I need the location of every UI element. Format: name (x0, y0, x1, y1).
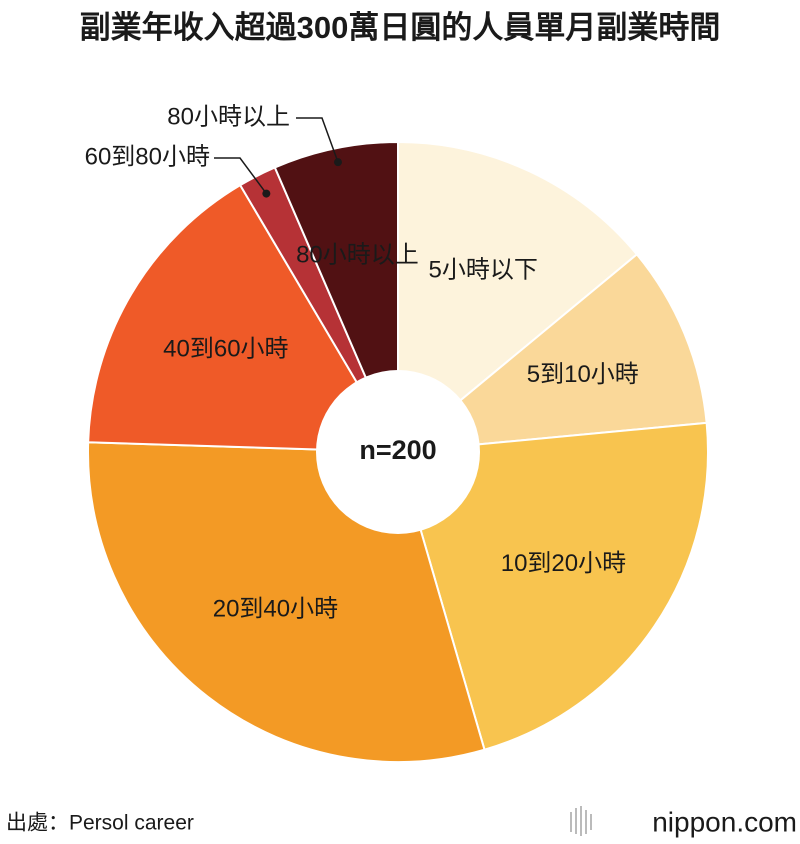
logo: nippon.com (652, 806, 797, 837)
leader-dot (333, 158, 342, 167)
slice-label: 80小時以上 (167, 103, 290, 130)
pie-slice (394, 252, 708, 454)
leader-dot (262, 189, 271, 198)
leader-line (214, 157, 267, 195)
slice-label: 60到80小時 (85, 143, 210, 170)
slice-label: 40到60小時 (163, 336, 288, 363)
slice-label: 80小時以上 (296, 241, 419, 268)
pie-slice (87, 183, 400, 454)
slice-label: 5到10小時 (527, 361, 639, 388)
source: 出處：Persol career (6, 812, 194, 835)
slice-label: 10到20小時 (501, 550, 626, 577)
center-label: n=200 (359, 435, 436, 465)
donut-hole (316, 370, 480, 534)
pie-slice (273, 140, 399, 453)
pie-slice (397, 140, 639, 455)
slice-label: 20到40小時 (213, 595, 338, 622)
leader-line (296, 117, 339, 163)
chart-title: 副業年收入超過300萬日圓的人員單月副業時間 (80, 10, 721, 45)
logo-bars (570, 806, 592, 836)
slice-label: 5小時以下 (428, 256, 537, 283)
pie-slice (396, 421, 709, 751)
